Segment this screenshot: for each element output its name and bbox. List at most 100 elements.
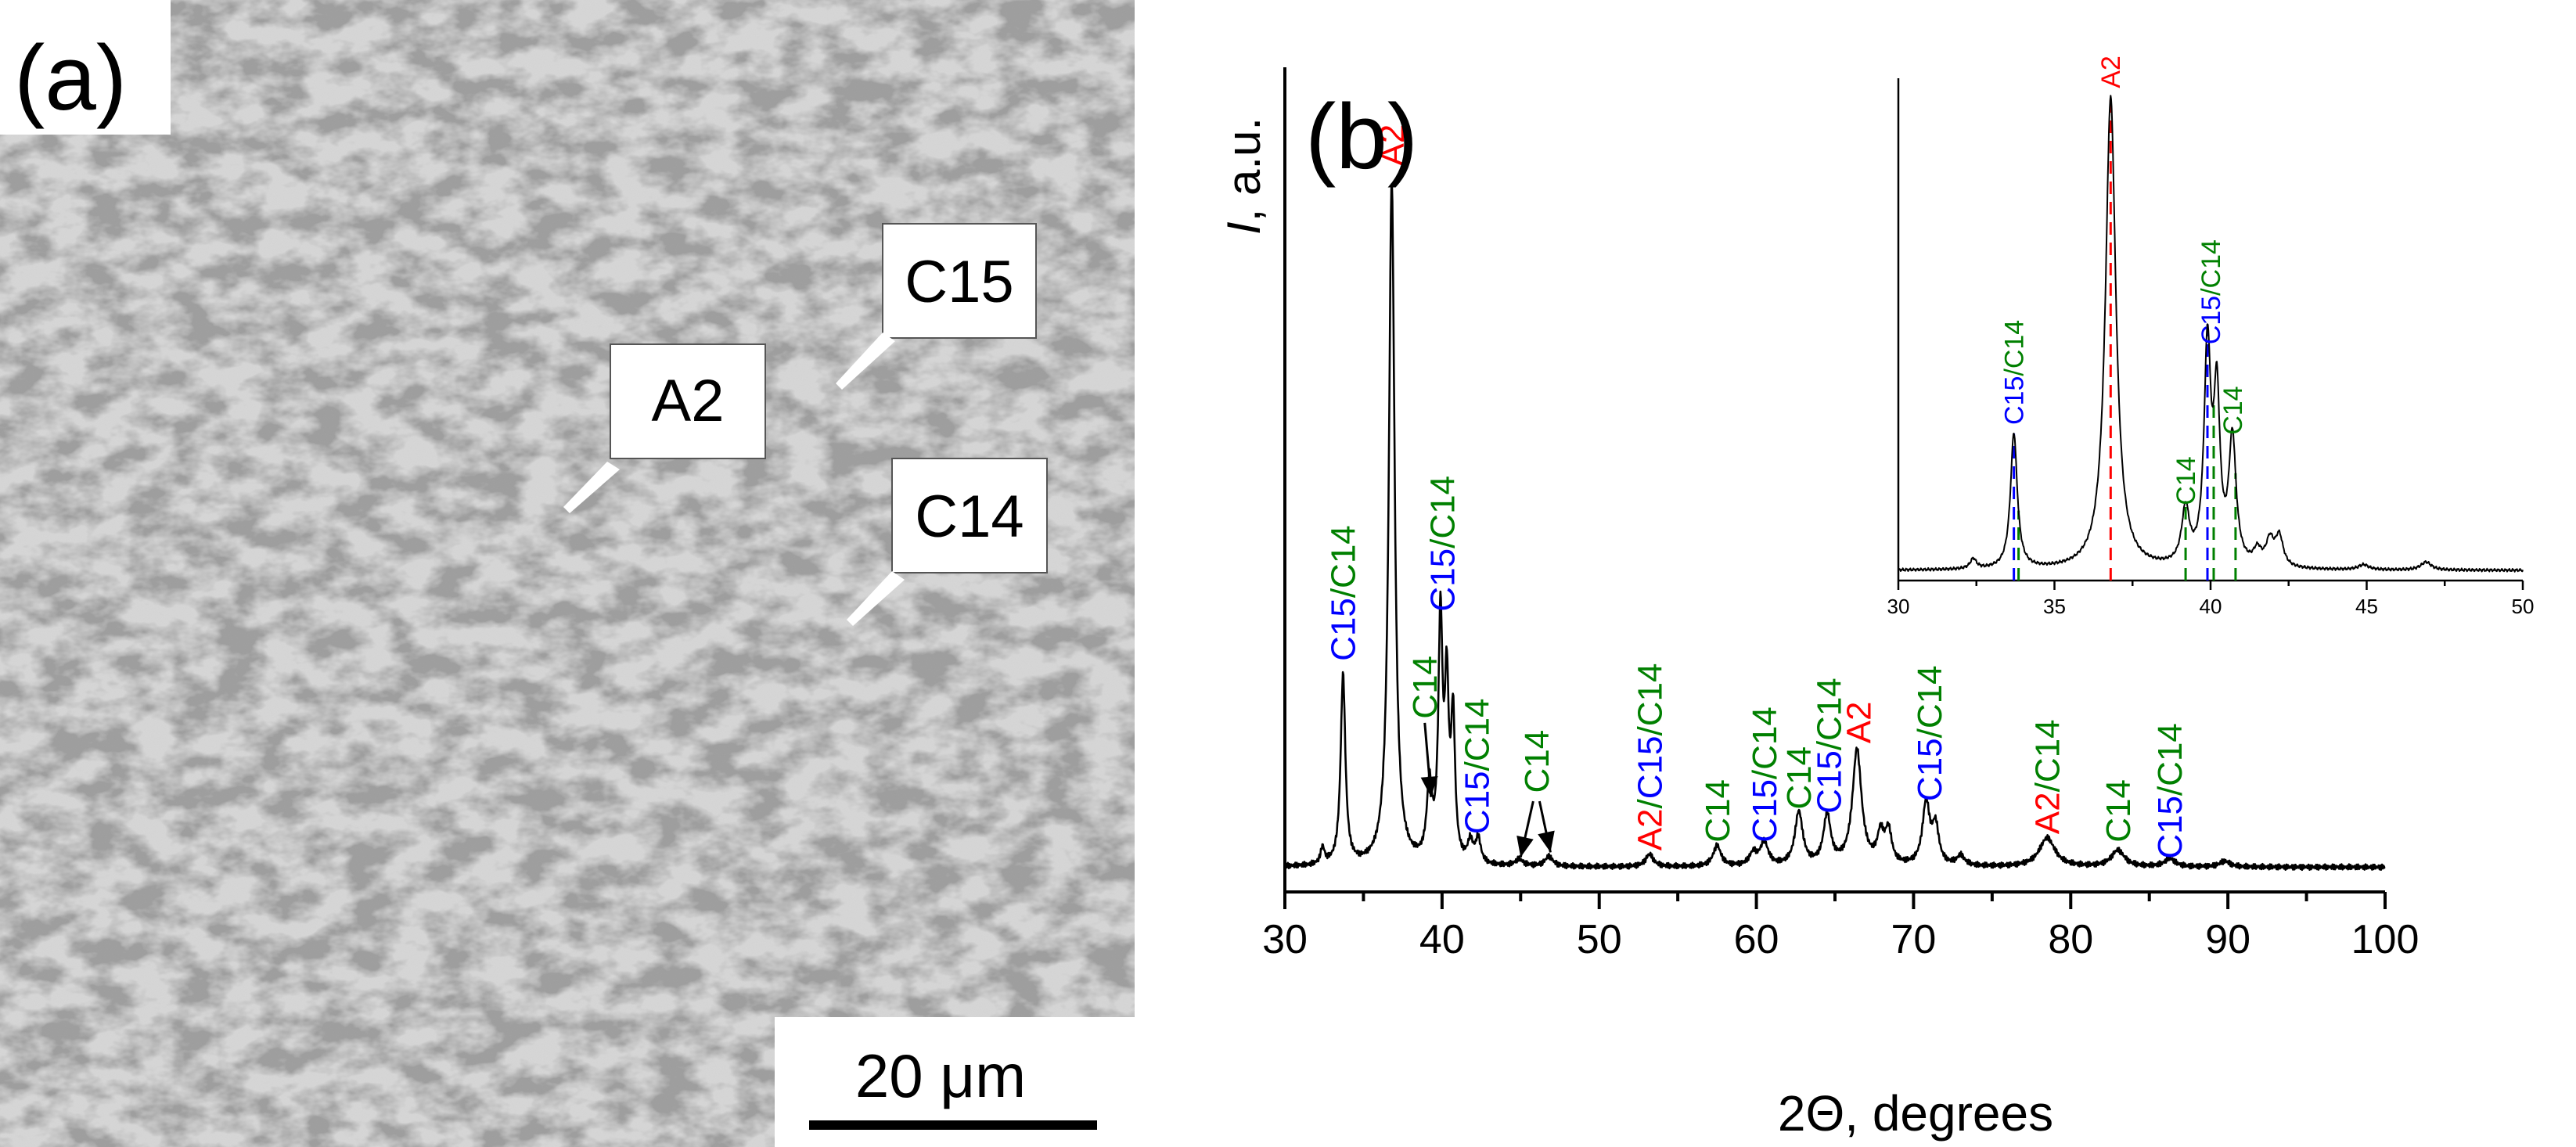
scale-bar [809,1120,1097,1130]
peak-label-c14: C14 [2218,386,2248,434]
peak-label-c14: C14 [1911,665,1949,728]
x-tick-label: 100 [2351,917,2419,962]
inset-background [1875,61,2557,618]
peak-label-slash: / [1423,538,1462,548]
peak-label-slash: / [2029,782,2067,792]
peak-label-c14: C14 [1518,730,1556,793]
peak-label-c14: C14 [1780,746,1819,810]
panel-b-label: (b) [1305,85,1418,189]
peak-label-slash: / [1631,726,1669,736]
peak-label: A2 [2096,56,2126,88]
panel-a-label-box [0,0,171,135]
a2-callout-box [610,343,766,459]
peak-label-slash: / [1458,760,1496,771]
main-axes: 30 40 50 60 70 80 90 100 [1262,67,2419,962]
peak-label-c15: C15 [1911,738,1949,801]
peak-label-c15: C15 [1746,779,1784,843]
inset-trace [1898,95,2524,573]
peak-label-c14: C14 [2000,320,2030,369]
peak-label-c15: C15 [2000,376,2030,425]
peak-label: C15/C14 [2151,723,2189,859]
peak-label: C15/C14 [1911,665,1949,801]
peak-arrowhead [1516,835,1534,858]
peak-label-c15: C15 [1810,750,1848,814]
peak-label-c14: C14 [1458,699,1496,762]
peak-label-c14: C14 [2171,456,2201,505]
peak-label-c14: C14 [2029,719,2067,782]
a2-callout-text: A2 [652,368,725,434]
peak-label: C14 [1518,730,1556,793]
peak-label-c14: C14 [1810,678,1848,741]
micrograph-panel: (a) C15 A2 C14 20 μm [0,0,1135,1147]
xrd-chart: 30 40 50 60 70 80 90 100 C15/C14A2C14C15/C14C15… [1218,56,2557,1142]
x-tick-label: 40 [2200,595,2222,618]
y-axis-label: I, a.u. [1218,117,1270,235]
x-tick-label: 90 [2205,917,2250,962]
c15-callout-text: C15 [905,249,1013,315]
peak-label-c14: C14 [2196,239,2226,288]
peak-label-a2: A2 [2096,56,2126,88]
peak-label-c15: C15 [1423,548,1462,612]
peak-arrowhead [1538,830,1555,853]
peak-label-c15: C15 [2151,796,2189,859]
peak-label: A2 [1373,124,1412,167]
peak-label-slash: / [2000,369,2030,376]
peak-label-c14: C14 [1699,779,1737,843]
peak-label: C14 [1406,656,1445,719]
peak-label-c14: C14 [2151,723,2189,786]
main-trace [1283,182,2386,872]
scale-bar-text: 20 μm [855,1041,1026,1110]
c15-callout-box [882,223,1037,339]
peak-label-slash: / [2196,288,2226,296]
peak-label: A2/C15/C14 [1631,663,1669,851]
inset-reference-lines [2013,95,2237,581]
peak-label-c14: C14 [1631,663,1669,727]
peak-label: C15/C14 [1423,476,1462,612]
peak-label: C14 [2171,456,2201,505]
peak-label-c15: C15 [1631,736,1669,800]
peak-label: A2/C14 [2029,719,2067,834]
peak-label: C15/C14 [1325,525,1363,661]
peak-label: C14 [2099,779,2138,843]
peak-label-c14: C14 [1746,707,1784,770]
x-tick-label: 80 [2048,917,2093,962]
c14-callout-arrow [847,571,905,626]
peak-label: C14 [1780,746,1819,810]
peak-label-c14: C14 [1406,656,1445,719]
peak-label-a2: A2 [1840,701,1879,743]
x-tick-label: 60 [1734,917,1779,962]
x-tick-label: 35 [2043,595,2066,618]
peak-label-a2: A2 [1631,808,1669,850]
y-axis-label-symbol: I [1218,221,1270,235]
x-tick-label: 50 [1577,917,1622,962]
c14-callout-box [891,458,1048,574]
c15-callout-arrow [836,333,895,390]
peak-label-c14: C14 [1423,476,1462,539]
panel-a-label: (a) [14,27,127,130]
a2-callout-arrow [563,462,620,513]
peak-label-c15: C15 [1458,771,1496,834]
x-tick-label: 70 [1891,917,1937,962]
peak-label-a2: A2 [2029,792,2067,834]
peak-label-c14: C14 [2099,779,2138,843]
peak-label-c15: C15 [1325,598,1363,661]
x-tick-label: 40 [1419,917,1465,962]
xrd-trace [1898,95,2524,573]
x-tick-label: 30 [1887,595,1910,618]
peak-label: C14 [1699,779,1737,843]
peak-label-a2: A2 [1373,124,1412,167]
peak-label-slash: / [1911,728,1949,738]
peak-arrowhead [1420,775,1438,797]
peak-label: C14 [2218,386,2248,434]
peak-label-c15: C15 [2196,296,2226,344]
peak-label-slash: / [1631,798,1669,808]
y-axis-label-units: , a.u. [1218,117,1270,221]
peak-label: C15/C14 [2196,239,2226,344]
x-tick-label: 50 [2512,595,2535,618]
xrd-trace [1283,182,2386,872]
peak-label: A2 [1840,701,1879,743]
x-axis-label: 2Θ, degrees [1778,1085,2053,1142]
inset-axes: 30 35 40 45 50 [1887,78,2535,618]
